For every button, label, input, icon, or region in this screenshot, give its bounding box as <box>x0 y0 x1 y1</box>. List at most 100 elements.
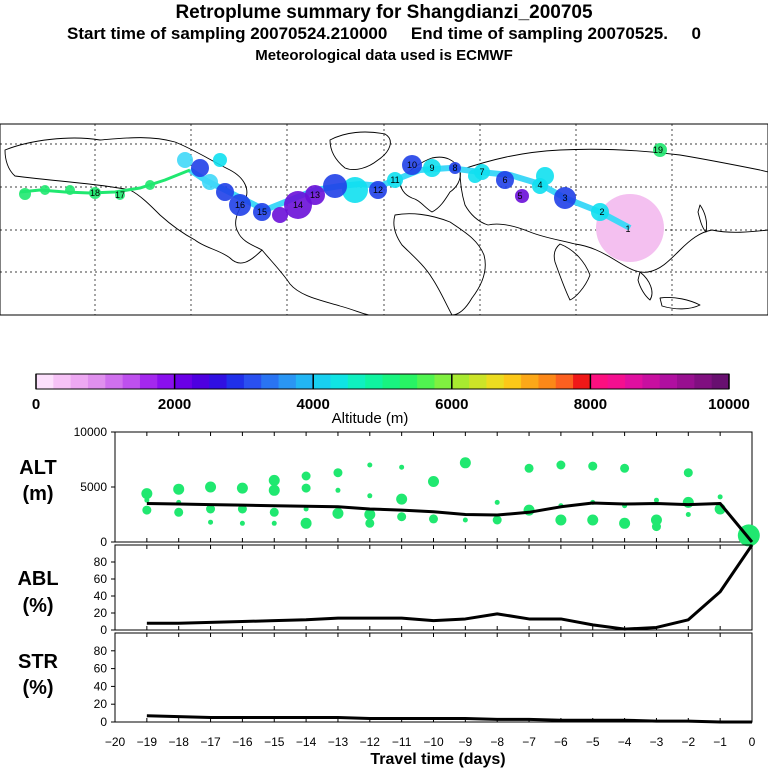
plume-bubble <box>387 172 403 188</box>
alt-scatter-point <box>397 512 407 522</box>
plume-bubble <box>191 159 209 177</box>
colorbar-tick-label: 0 <box>32 396 40 413</box>
colorbar-segment <box>573 374 591 389</box>
alt-scatter-point <box>332 507 344 519</box>
colorbar-label: Altitude (m) <box>332 410 409 427</box>
alt-scatter-point <box>144 497 150 503</box>
day-label: 15 <box>257 207 267 217</box>
alt-scatter-point <box>365 518 375 528</box>
plume-bubble <box>323 174 347 198</box>
colorbar-segment <box>555 374 574 389</box>
y-axis-label: ALT <box>19 457 56 479</box>
alt-scatter-point <box>399 464 405 470</box>
alt-scatter-point <box>300 517 312 529</box>
alt-scatter-point <box>205 481 217 493</box>
alt-scatter-point <box>206 504 216 514</box>
alt-scatter-point <box>555 514 567 526</box>
day-label: 4 <box>537 180 542 190</box>
y-tick-label: 10000 <box>74 425 108 439</box>
colorbar-segment <box>53 374 72 389</box>
alt-scatter-point <box>494 499 500 505</box>
colorbar-segment <box>434 374 453 389</box>
colorbar-segment <box>313 374 332 389</box>
y-tick-label: 60 <box>94 572 108 586</box>
x-tick-label: −16 <box>232 735 253 749</box>
plume-bubble <box>216 183 234 201</box>
plume-bubble <box>65 185 75 195</box>
y-tick-label: 20 <box>94 697 108 711</box>
alt-scatter-point <box>685 512 691 517</box>
colorbar-segment <box>174 374 193 389</box>
plume-bubble <box>591 203 609 221</box>
colorbar-segment <box>226 374 245 389</box>
y-axis-label: STR <box>18 651 59 673</box>
alt-scatter-point <box>492 515 502 525</box>
alt-scatter-point <box>428 476 439 487</box>
colorbar-segment <box>590 374 609 389</box>
day-label: 3 <box>562 193 567 203</box>
x-tick-label: −19 <box>137 735 158 749</box>
colorbar-segment <box>469 374 487 389</box>
colorbar-segment <box>139 374 158 389</box>
plume-bubble <box>449 162 461 174</box>
alt-scatter-point <box>367 462 373 468</box>
alt-scatter-point <box>301 483 311 493</box>
colorbar-segment <box>659 374 678 389</box>
plume-bubble <box>202 174 218 190</box>
panel-abl: 0 20 40 60 80 ABL (%) <box>17 544 754 637</box>
colorbar-segment <box>87 374 106 389</box>
colorbar-segment <box>191 374 210 389</box>
y-tick-label: 0 <box>100 715 107 729</box>
alt-scatter-point <box>429 514 438 524</box>
colorbar-tick-label: 2000 <box>158 396 191 413</box>
plume-bubble <box>284 191 312 219</box>
plume-bubble <box>145 180 155 190</box>
alt-scatter-point <box>239 520 245 526</box>
day-label: 6 <box>502 175 507 185</box>
panel-frame <box>114 544 753 631</box>
plume-bubble <box>515 189 529 203</box>
x-tick-label: −17 <box>200 735 221 749</box>
plume-bubble <box>653 143 667 157</box>
time-series-panels: 0 5000 10000 ALT (m) 0 20 40 60 80 ABL (%) 0 20 40 60 80… <box>17 425 760 749</box>
colorbar-segment <box>36 374 54 389</box>
colorbar-segment <box>607 374 626 389</box>
sampling-times: Start time of sampling 20070524.210000 E… <box>66 24 701 43</box>
alt-scatter-point <box>271 520 277 526</box>
y-axis-label: ABL <box>17 568 58 590</box>
alt-scatter-point <box>174 507 184 517</box>
x-tick-label: −6 <box>554 735 568 749</box>
colorbar-segment <box>347 374 366 389</box>
altitude-colorbar: 0 2000 4000 6000 8000 10000 <box>32 373 750 413</box>
y-tick-label: 5000 <box>80 480 107 494</box>
x-tick-label: −8 <box>490 735 504 749</box>
plume-bubble <box>369 181 387 199</box>
colorbar-segment <box>399 374 418 389</box>
plume-bubble <box>496 171 514 189</box>
colorbar-segment <box>295 374 314 389</box>
meteorological-source: Meteorological data used is ECMWF <box>255 47 513 64</box>
alt-scatter-point <box>587 514 599 526</box>
series-line-alt <box>146 501 754 543</box>
x-tick-label: −13 <box>328 735 349 749</box>
colorbar-segment <box>625 374 643 389</box>
colorbar-tick-label: 8000 <box>574 396 607 413</box>
x-tick-label: −7 <box>522 735 536 749</box>
colorbar-segment <box>122 374 141 389</box>
day-label: 8 <box>452 163 457 173</box>
plume-bubble <box>177 152 193 168</box>
alt-scatter-point <box>141 488 153 500</box>
day-label: 12 <box>373 185 383 195</box>
plume-bubble <box>253 203 271 221</box>
alt-scatter-point <box>682 496 694 508</box>
x-tick-label: −10 <box>423 735 444 749</box>
day-label: 2 <box>599 207 604 217</box>
alt-scatter-point <box>459 457 471 469</box>
alt-scatter-point <box>335 487 341 493</box>
alt-scatter-point <box>142 505 152 515</box>
day-label: 9 <box>429 163 434 173</box>
day-label: 18 <box>90 188 100 198</box>
alt-scatter-point <box>653 497 659 503</box>
